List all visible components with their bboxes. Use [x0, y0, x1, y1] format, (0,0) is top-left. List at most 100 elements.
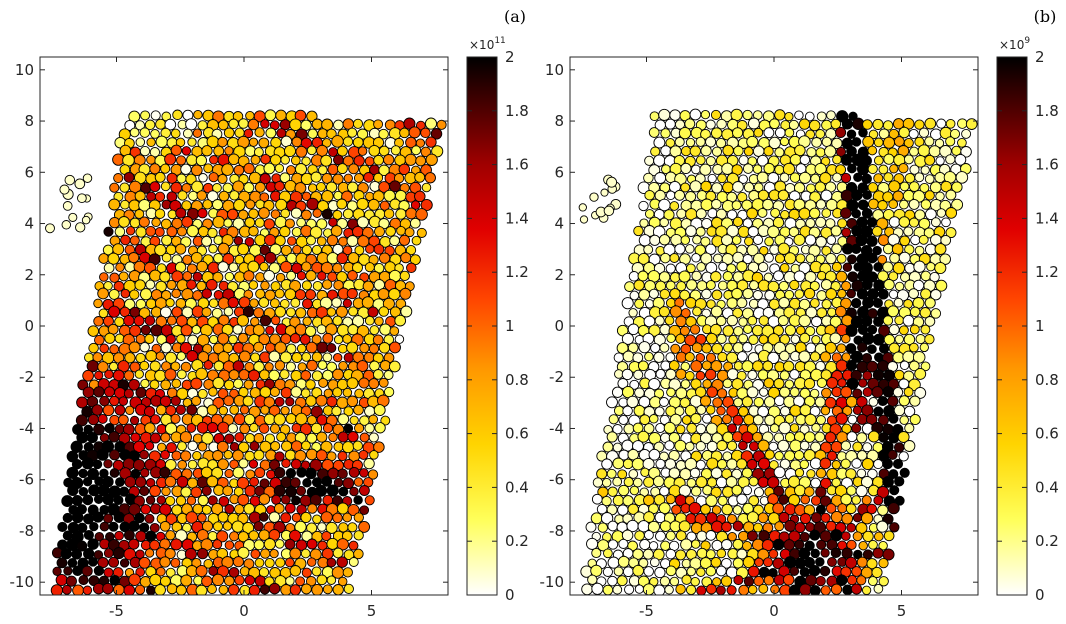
particle	[653, 351, 665, 363]
particle	[274, 180, 285, 192]
y-tick-label: -2	[19, 368, 34, 386]
particle	[841, 227, 852, 238]
particle	[780, 209, 790, 220]
particle	[631, 457, 645, 471]
particle	[273, 413, 286, 426]
particle	[284, 538, 296, 550]
particle	[695, 459, 706, 470]
particle	[618, 538, 629, 549]
particle	[639, 538, 651, 551]
particle	[63, 566, 73, 576]
particle	[60, 548, 72, 560]
particle	[862, 442, 873, 453]
particle	[411, 145, 422, 156]
particle	[398, 163, 411, 176]
particle	[74, 178, 86, 190]
particle	[606, 176, 618, 188]
particle	[773, 270, 784, 282]
particle	[816, 270, 827, 281]
particle	[678, 520, 691, 533]
particle	[290, 440, 303, 452]
particle	[892, 458, 904, 469]
particle	[873, 316, 884, 327]
particle	[342, 136, 354, 147]
particle	[207, 422, 219, 434]
particle	[295, 412, 308, 426]
particle	[794, 467, 805, 478]
particle	[284, 288, 297, 301]
particle	[757, 189, 769, 201]
particle	[617, 378, 629, 389]
particle	[281, 458, 291, 469]
particle	[816, 377, 828, 389]
particle	[613, 352, 624, 363]
particle	[597, 522, 608, 533]
particle	[284, 179, 297, 193]
particle	[586, 537, 599, 550]
particle	[876, 486, 890, 499]
particle	[123, 171, 135, 183]
particle	[722, 378, 733, 389]
particle	[752, 164, 763, 174]
particle	[369, 450, 379, 460]
particle	[154, 208, 166, 219]
particle	[846, 360, 857, 371]
particle	[224, 540, 235, 550]
particle	[114, 226, 126, 237]
particle	[773, 378, 785, 389]
particle	[665, 368, 677, 380]
particle	[346, 377, 359, 390]
particle	[633, 279, 645, 291]
particle	[632, 422, 644, 434]
particle	[804, 486, 815, 497]
particle	[768, 549, 779, 559]
particle	[249, 441, 260, 452]
particle	[292, 244, 302, 255]
particle	[211, 573, 225, 587]
particle	[689, 108, 702, 121]
particle	[752, 290, 763, 301]
particle	[815, 575, 826, 587]
particle	[254, 557, 265, 568]
particle	[763, 575, 775, 586]
particle	[957, 137, 967, 148]
particle	[622, 495, 634, 507]
particle	[623, 423, 635, 435]
particle	[655, 368, 666, 380]
particle	[227, 423, 238, 434]
particle	[899, 199, 909, 210]
particle	[326, 484, 339, 497]
particle	[607, 556, 620, 569]
particle	[186, 154, 198, 166]
particle	[373, 404, 386, 417]
particle	[841, 531, 851, 541]
particle	[332, 262, 343, 274]
particle	[867, 468, 878, 480]
particle	[826, 110, 836, 121]
particle	[731, 378, 744, 391]
particle	[102, 493, 114, 506]
particle	[206, 404, 218, 416]
particle	[190, 377, 203, 390]
particle	[263, 269, 275, 282]
particle	[705, 156, 716, 167]
particle	[263, 162, 276, 175]
particle	[352, 262, 363, 274]
particle	[72, 565, 83, 577]
particle	[253, 307, 265, 319]
particle	[217, 458, 229, 471]
particle	[415, 120, 426, 131]
particle	[367, 198, 380, 211]
particle	[299, 334, 311, 345]
particle	[238, 441, 250, 453]
particle	[878, 343, 890, 354]
particle	[695, 136, 706, 147]
particle	[160, 181, 171, 192]
particle	[732, 520, 744, 532]
particle	[899, 235, 911, 247]
particle	[77, 193, 87, 204]
particle	[831, 477, 841, 488]
particle	[777, 439, 790, 452]
particle	[237, 493, 250, 506]
particle	[149, 163, 161, 175]
